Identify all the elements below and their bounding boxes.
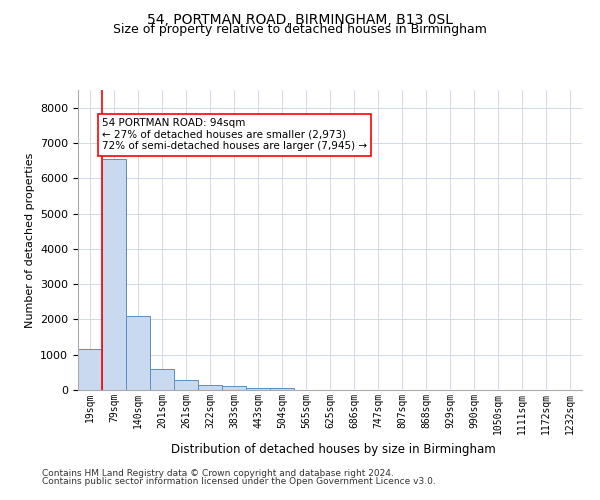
Text: 54 PORTMAN ROAD: 94sqm
← 27% of detached houses are smaller (2,973)
72% of semi-: 54 PORTMAN ROAD: 94sqm ← 27% of detached…: [102, 118, 367, 152]
Bar: [222, 386, 246, 390]
Bar: [246, 388, 270, 390]
Bar: [150, 369, 174, 390]
Bar: [102, 159, 126, 390]
Text: 54, PORTMAN ROAD, BIRMINGHAM, B13 0SL: 54, PORTMAN ROAD, BIRMINGHAM, B13 0SL: [147, 12, 453, 26]
Bar: [78, 350, 102, 390]
Bar: [270, 388, 294, 390]
Bar: [174, 380, 198, 390]
Y-axis label: Number of detached properties: Number of detached properties: [25, 152, 35, 328]
Text: Contains public sector information licensed under the Open Government Licence v3: Contains public sector information licen…: [42, 477, 436, 486]
Text: Contains HM Land Registry data © Crown copyright and database right 2024.: Contains HM Land Registry data © Crown c…: [42, 468, 394, 477]
Text: Size of property relative to detached houses in Birmingham: Size of property relative to detached ho…: [113, 24, 487, 36]
Bar: [198, 384, 222, 390]
Text: Distribution of detached houses by size in Birmingham: Distribution of detached houses by size …: [170, 442, 496, 456]
Bar: [126, 316, 150, 390]
